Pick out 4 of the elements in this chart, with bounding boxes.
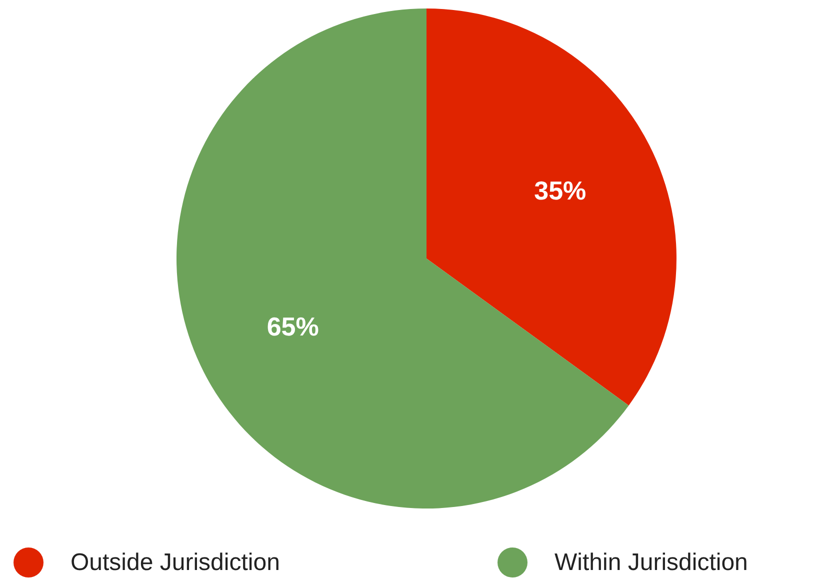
data-label: 65%: [266, 312, 319, 342]
legend-label: Outside Jurisdiction: [70, 549, 280, 576]
data-label: 35%: [534, 175, 586, 206]
legend-label: Within Jurisdiction: [554, 549, 748, 576]
